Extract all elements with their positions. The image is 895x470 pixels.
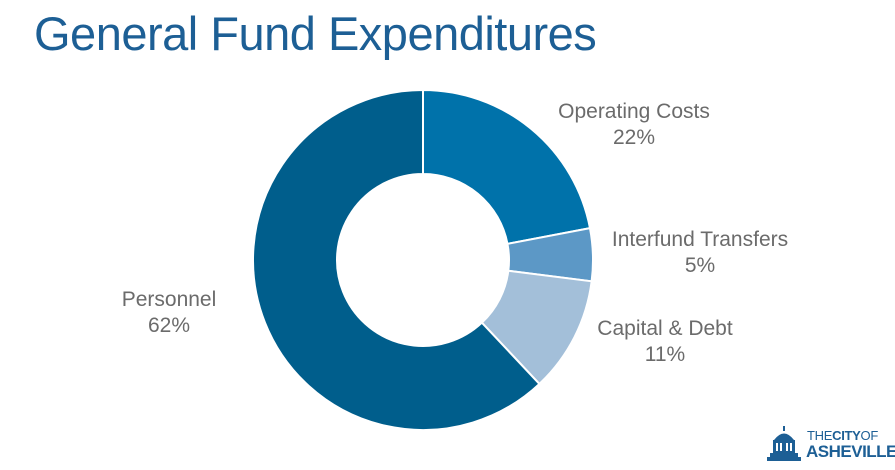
slice-percent-label: 5% <box>685 254 715 277</box>
slice-percent-label: 11% <box>645 343 685 366</box>
slice-name-label: Interfund Transfers <box>612 228 788 251</box>
logo-line-2: ASHEVILLE <box>806 442 895 461</box>
slice-name-label: Capital & Debt <box>597 317 733 340</box>
slice-percent-label: 22% <box>613 126 655 149</box>
slice-percent-label: 62% <box>148 314 190 337</box>
slice-name-label: Operating Costs <box>558 100 710 123</box>
city-logo: THECITYOF ASHEVILLE <box>765 426 895 462</box>
page-title: General Fund Expenditures <box>34 7 597 60</box>
slice-operating-costs <box>422 88 592 246</box>
slice-name-label: Personnel <box>122 288 217 311</box>
city-hall-icon <box>767 426 801 461</box>
logo-line-1: THECITYOF <box>807 428 878 443</box>
slice-personnel <box>252 88 541 431</box>
